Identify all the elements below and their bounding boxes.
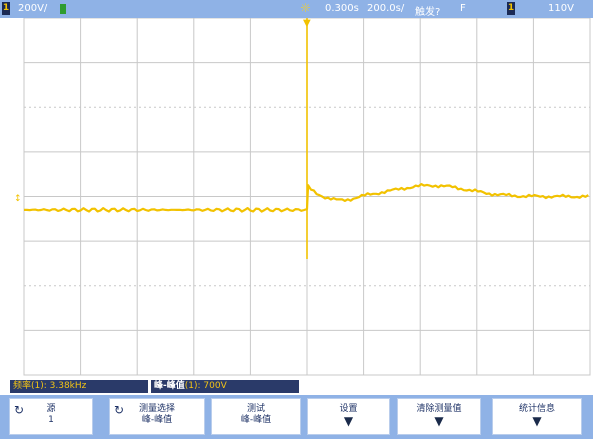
arrow-down-icon: ▼: [343, 414, 354, 428]
volts-per-div: 200V/: [18, 3, 48, 14]
rotate-knob-icon: ↻: [114, 403, 125, 417]
source-label: 源: [46, 404, 56, 414]
source-softkey[interactable]: ↻ 源 1: [9, 398, 93, 435]
clear-measurements-label: 清除测量值: [416, 404, 462, 414]
statistics-label: 统计信息: [518, 404, 555, 414]
status-bar: 1 200V/ ☼ 0.300s 200.0s/ 触发? F 1 110V: [0, 0, 593, 18]
arrow-down-icon: ▼: [434, 414, 444, 428]
source-value: 1: [48, 415, 54, 425]
channel-1-indicator[interactable]: 1: [2, 2, 10, 15]
time-per-div: 200.0s/: [367, 3, 405, 14]
arrow-down-icon: ▼: [532, 414, 542, 428]
ground-marker: ↕: [14, 194, 22, 204]
measure-label: 测试: [246, 404, 265, 414]
trigger-mode: 触发?: [415, 7, 441, 18]
clear-measurements-softkey[interactable]: 清除测量值 ▼: [397, 398, 481, 435]
softkey-bar: ↻ 源 1 ↻ 测量选择 峰-峰值 测试 峰-峰值 设置 ▼ 清除测量值 ▼ 统…: [0, 395, 593, 439]
sun-icon: ☼: [300, 1, 311, 15]
peak-peak-value: (1): 700V: [184, 381, 227, 391]
measure-select-softkey[interactable]: ↻ 测量选择 峰-峰值: [109, 398, 205, 435]
peak-peak-readout: 峰-峰值(1): 700V: [151, 380, 299, 393]
trigger-channel-indicator: 1: [507, 2, 515, 15]
measure-select-value: 峰-峰值: [141, 415, 173, 425]
channel-2-indicator[interactable]: [60, 4, 66, 14]
waveform-display[interactable]: ↕ ▼: [0, 18, 593, 379]
measure-softkey[interactable]: 测试 峰-峰值: [211, 398, 301, 435]
measurement-readout: 频率(1): 3.38kHz 峰-峰值(1): 700V: [0, 379, 593, 394]
frequency-readout: 频率(1): 3.38kHz: [10, 380, 148, 393]
trigger-position: 0.300s: [325, 3, 359, 14]
settings-softkey[interactable]: 设置 ▼: [307, 398, 390, 435]
trigger-slope: F: [460, 3, 466, 14]
settings-label: 设置: [339, 404, 358, 414]
trigger-level: 110V: [548, 3, 574, 14]
trigger-marker: ▼: [303, 18, 311, 29]
waveform-trace: [24, 183, 589, 213]
rotate-knob-icon: ↻: [14, 403, 25, 417]
measure-select-label: 测量选择: [138, 404, 175, 414]
peak-peak-tag: 峰-峰值: [154, 381, 185, 391]
measure-value: 峰-峰值: [240, 415, 272, 425]
statistics-softkey[interactable]: 统计信息 ▼: [492, 398, 582, 435]
